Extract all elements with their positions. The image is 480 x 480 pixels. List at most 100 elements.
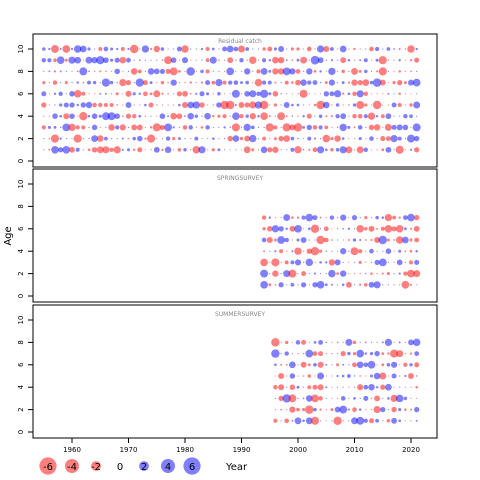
residual-bubble [325, 70, 327, 72]
residual-bubble [271, 225, 280, 233]
residual-bubble [365, 261, 367, 263]
residual-bubble [137, 147, 143, 153]
residual-bubble [187, 101, 195, 109]
residual-bubble [231, 123, 240, 132]
residual-bubble [224, 93, 226, 95]
residual-bubble [52, 80, 58, 85]
residual-bubble [291, 216, 294, 219]
residual-bubble [370, 341, 373, 343]
residual-bubble [286, 284, 288, 286]
residual-bubble [378, 67, 387, 76]
residual-bubble [249, 134, 257, 143]
residual-bubble [283, 214, 291, 222]
residual-bubble [177, 137, 181, 141]
residual-bubble [121, 137, 124, 140]
residual-bubble [364, 227, 368, 231]
residual-bubble [409, 238, 413, 242]
residual-bubble [291, 81, 294, 84]
residual-bubble [306, 248, 312, 254]
residual-bubble [56, 56, 65, 65]
residual-bubble [390, 349, 399, 358]
legend-bubble [39, 457, 57, 475]
residual-bubble [278, 395, 284, 402]
residual-bubble [300, 79, 307, 86]
legend-label: 0 [117, 462, 123, 473]
residual-bubble [398, 216, 401, 219]
residual-bubble [209, 56, 217, 64]
residual-bubble [387, 92, 390, 95]
residual-bubble [296, 58, 300, 62]
residual-bubble [169, 67, 178, 76]
residual-bubble [403, 271, 408, 276]
residual-bubble [404, 70, 406, 72]
residual-bubble [308, 104, 310, 106]
residual-bubble [380, 384, 386, 390]
residual-bubble [285, 115, 288, 118]
residual-bubble [53, 70, 57, 73]
residual-bubble [408, 373, 414, 379]
residual-bubble [297, 284, 299, 286]
residual-bubble [404, 93, 406, 95]
residual-bubble [190, 149, 192, 151]
residual-bubble [280, 104, 282, 106]
residual-bubble [91, 147, 98, 153]
residual-bubble [328, 259, 336, 266]
residual-bubble [390, 394, 398, 402]
residual-bubble [407, 134, 415, 143]
residual-bubble [273, 103, 278, 107]
residual-bubble [178, 126, 180, 128]
residual-bubble [369, 248, 374, 254]
residual-bubble [363, 362, 369, 368]
residual-bubble [149, 92, 153, 96]
x-tick-label: 2000 [289, 446, 307, 454]
residual-bubble [408, 79, 414, 86]
residual-bubble [404, 374, 407, 378]
residual-bubble [302, 397, 305, 400]
residual-bubble [358, 260, 362, 264]
residual-bubble [306, 113, 312, 119]
residual-bubble [291, 93, 293, 95]
residual-bubble [413, 270, 421, 278]
residual-bubble [404, 138, 406, 140]
residual-bubble [69, 102, 75, 108]
residual-bubble [305, 258, 314, 267]
legend-label: 6 [189, 462, 195, 473]
residual-bubble [300, 361, 307, 368]
residual-bubble [413, 214, 420, 221]
residual-bubble [337, 82, 339, 84]
residual-bubble [342, 386, 344, 388]
residual-bubble [324, 81, 328, 85]
residual-bubble [329, 215, 335, 220]
residual-bubble [172, 126, 175, 129]
residual-bubble [42, 80, 46, 85]
residual-bubble [195, 92, 198, 95]
residual-bubble [393, 341, 395, 343]
residual-bubble [337, 353, 339, 355]
residual-bubble [318, 396, 323, 401]
residual-bubble [249, 56, 257, 64]
residual-bubble [342, 92, 345, 95]
residual-bubble [77, 115, 79, 117]
residual-bubble [336, 228, 339, 230]
residual-bubble [369, 418, 374, 424]
legend-label: -6 [43, 462, 53, 473]
residual-bubble [404, 408, 407, 411]
residual-bubble [319, 261, 322, 264]
residual-bubble [356, 146, 364, 154]
residual-bubble [398, 47, 401, 51]
residual-bubble [257, 114, 260, 118]
residual-bubble [330, 283, 333, 286]
residual-bubble [359, 341, 361, 343]
residual-bubble [409, 408, 413, 411]
residual-bubble [335, 147, 340, 152]
residual-bubble [277, 236, 285, 244]
residual-bubble [301, 215, 306, 220]
residual-bubble [165, 136, 171, 141]
residual-bubble [312, 215, 318, 221]
residual-bubble [312, 125, 318, 130]
residual-bubble [249, 101, 257, 109]
residual-bubble [286, 386, 288, 388]
residual-bubble [350, 247, 359, 256]
residual-bubble [159, 113, 166, 120]
residual-bubble [116, 138, 118, 140]
